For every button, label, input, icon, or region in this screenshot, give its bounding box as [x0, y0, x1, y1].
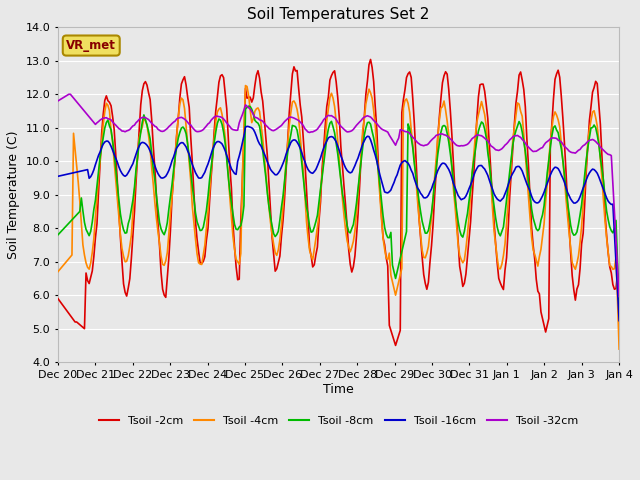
Tsoil -2cm: [221, 91, 229, 96]
Tsoil -16cm: [251, 130, 259, 135]
Tsoil -8cm: [240, 203, 248, 209]
Tsoil -4cm: [301, 192, 308, 198]
Tsoil -32cm: [223, 120, 230, 126]
Tsoil -32cm: [54, 98, 61, 104]
Line: Tsoil -4cm: Tsoil -4cm: [58, 85, 619, 349]
Tsoil -32cm: [65, 91, 73, 97]
Tsoil -8cm: [123, 230, 131, 236]
Tsoil -8cm: [221, 140, 229, 146]
Tsoil -4cm: [54, 269, 61, 275]
Tsoil -16cm: [123, 172, 131, 178]
Tsoil -4cm: [240, 128, 248, 133]
Tsoil -8cm: [251, 118, 259, 123]
Tsoil -4cm: [251, 108, 259, 114]
Tsoil -32cm: [615, 294, 623, 300]
Tsoil -4cm: [242, 83, 250, 88]
Tsoil -2cm: [587, 104, 595, 110]
Line: Tsoil -16cm: Tsoil -16cm: [58, 126, 619, 321]
Tsoil -2cm: [240, 137, 248, 143]
Tsoil -16cm: [240, 133, 248, 139]
Tsoil -32cm: [251, 114, 259, 120]
Tsoil -2cm: [250, 95, 257, 101]
Tsoil -32cm: [124, 128, 132, 133]
Tsoil -2cm: [123, 293, 131, 299]
Tsoil -16cm: [54, 173, 61, 179]
Tsoil -16cm: [221, 148, 229, 154]
Tsoil -4cm: [586, 126, 593, 132]
Tsoil -32cm: [586, 137, 593, 143]
Tsoil -16cm: [301, 159, 308, 165]
Tsoil -4cm: [615, 346, 623, 352]
Tsoil -32cm: [242, 102, 250, 108]
Line: Tsoil -32cm: Tsoil -32cm: [58, 94, 619, 297]
Tsoil -8cm: [244, 103, 252, 109]
Tsoil -8cm: [301, 190, 308, 196]
Tsoil -2cm: [615, 320, 623, 326]
Tsoil -2cm: [392, 343, 399, 348]
Tsoil -32cm: [301, 126, 308, 132]
Text: VR_met: VR_met: [67, 39, 116, 52]
Tsoil -8cm: [54, 232, 61, 238]
Tsoil -2cm: [54, 296, 61, 301]
Tsoil -2cm: [300, 136, 307, 142]
Tsoil -2cm: [367, 57, 374, 62]
Tsoil -4cm: [123, 258, 131, 264]
Tsoil -8cm: [586, 134, 593, 140]
Tsoil -16cm: [243, 123, 251, 129]
Tsoil -16cm: [586, 170, 593, 176]
Line: Tsoil -8cm: Tsoil -8cm: [58, 106, 619, 307]
Tsoil -4cm: [221, 134, 229, 140]
Legend: Tsoil -2cm, Tsoil -4cm, Tsoil -8cm, Tsoil -16cm, Tsoil -32cm: Tsoil -2cm, Tsoil -4cm, Tsoil -8cm, Tsoi…: [95, 411, 582, 430]
Title: Soil Temperatures Set 2: Soil Temperatures Set 2: [247, 7, 429, 22]
Y-axis label: Soil Temperature (C): Soil Temperature (C): [7, 131, 20, 259]
X-axis label: Time: Time: [323, 383, 354, 396]
Line: Tsoil -2cm: Tsoil -2cm: [58, 60, 619, 346]
Tsoil -8cm: [615, 304, 623, 310]
Tsoil -16cm: [615, 318, 623, 324]
